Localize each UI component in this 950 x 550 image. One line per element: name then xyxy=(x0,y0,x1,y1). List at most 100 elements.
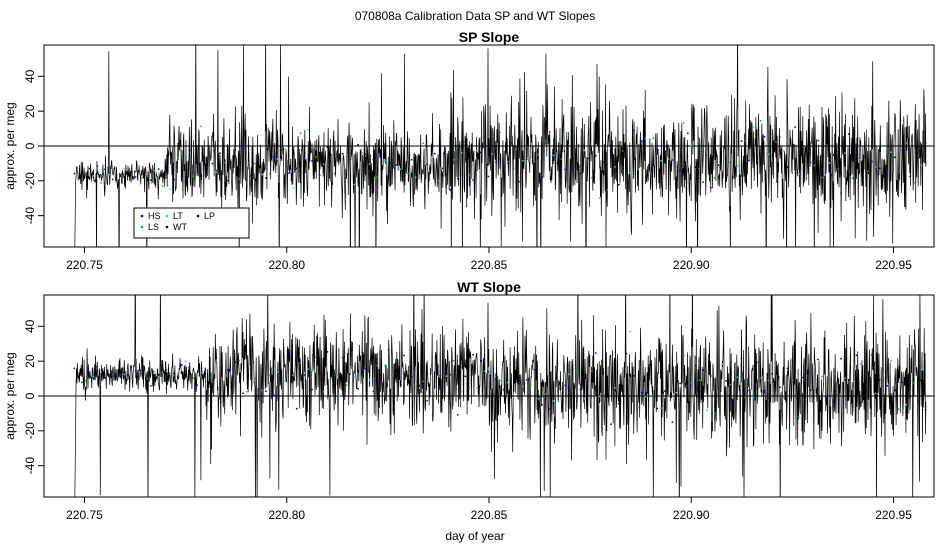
calibration-point xyxy=(552,400,555,402)
calibration-point xyxy=(633,374,635,377)
calibration-point xyxy=(169,373,172,375)
calibration-point xyxy=(909,396,911,398)
calibration-point xyxy=(617,402,620,405)
calibration-point xyxy=(476,386,478,389)
calibration-point xyxy=(805,177,808,179)
calibration-point xyxy=(813,164,816,167)
legend-marker xyxy=(196,214,200,218)
calibration-point xyxy=(495,378,497,381)
legend-marker xyxy=(165,214,169,218)
calibration-point xyxy=(568,134,570,137)
calibration-point xyxy=(196,384,198,386)
calibration-point xyxy=(123,373,126,376)
calibration-point xyxy=(874,392,877,395)
calibration-point xyxy=(395,372,398,375)
calibration-point xyxy=(234,155,237,158)
calibration-point xyxy=(303,374,306,376)
calibration-point xyxy=(748,389,750,392)
calibration-point xyxy=(499,379,501,382)
calibration-point xyxy=(890,151,892,154)
calibration-point xyxy=(364,153,367,156)
calibration-point xyxy=(755,156,758,158)
calibration-point xyxy=(107,173,110,176)
calibration-point xyxy=(683,121,685,124)
calibration-point xyxy=(272,394,275,396)
calibration-point xyxy=(364,368,367,370)
calibration-point xyxy=(345,155,348,158)
calibration-point xyxy=(924,142,927,145)
calibration-point xyxy=(759,119,762,122)
calibration-point xyxy=(299,132,302,135)
calibration-point xyxy=(602,372,605,374)
calibration-point xyxy=(433,152,436,155)
calibration-point xyxy=(564,168,566,171)
calibration-point xyxy=(184,153,187,156)
calibration-point xyxy=(242,392,244,395)
calibration-point xyxy=(150,179,152,182)
calibration-point xyxy=(249,363,252,365)
calibration-point xyxy=(479,151,482,154)
series-line-wt xyxy=(74,45,927,247)
calibration-point xyxy=(226,369,229,371)
calibration-point xyxy=(453,359,455,362)
calibration-point xyxy=(502,388,505,391)
calibration-point xyxy=(587,157,589,160)
series-line-wt xyxy=(74,295,927,497)
calibration-point xyxy=(100,182,103,184)
calibration-point xyxy=(284,148,287,151)
calibration-point xyxy=(246,390,248,393)
y-tick-label: 20 xyxy=(23,354,37,368)
calibration-point xyxy=(372,158,375,161)
calibration-point xyxy=(88,371,91,373)
calibration-point xyxy=(575,170,578,172)
calibration-point xyxy=(851,177,854,180)
calibration-point xyxy=(88,167,91,170)
calibration-point xyxy=(138,173,141,175)
calibration-point xyxy=(173,178,175,181)
calibration-point xyxy=(702,181,704,184)
calibration-point xyxy=(729,383,731,386)
calibration-point xyxy=(468,173,471,176)
calibration-point xyxy=(177,372,179,375)
calibration-point xyxy=(491,153,494,155)
calibration-point xyxy=(460,151,463,154)
calibration-point xyxy=(775,141,777,143)
calibration-point xyxy=(748,159,750,162)
calibration-point xyxy=(307,368,310,371)
calibration-point xyxy=(648,364,651,366)
calibration-point xyxy=(361,151,363,154)
calibration-point xyxy=(380,154,382,157)
calibration-point xyxy=(901,149,904,152)
calibration-point xyxy=(640,391,643,394)
calibration-point xyxy=(763,391,766,393)
calibration-point xyxy=(437,374,440,377)
calibration-point xyxy=(146,377,149,380)
calibration-point xyxy=(828,162,831,164)
calibration-point xyxy=(702,369,704,371)
calibration-point xyxy=(913,382,915,384)
calibration-point xyxy=(188,366,191,369)
calibration-point xyxy=(487,175,490,178)
calibration-point xyxy=(414,176,417,179)
calibration-point xyxy=(732,401,735,403)
calibration-point xyxy=(284,379,287,382)
calibration-point xyxy=(794,370,796,372)
figure-supertitle: 070808a Calibration Data SP and WT Slope… xyxy=(355,9,595,23)
calibration-point xyxy=(648,167,651,170)
calibration-point xyxy=(146,175,149,178)
calibration-point xyxy=(123,168,126,171)
calibration-point xyxy=(338,395,340,397)
calibration-point xyxy=(257,397,260,400)
calibration-point xyxy=(441,374,444,377)
calibration-point xyxy=(115,181,118,184)
calibration-point xyxy=(863,395,865,397)
calibration-point xyxy=(851,388,854,390)
calibration-point xyxy=(709,186,712,189)
calibration-point xyxy=(330,376,333,379)
calibration-point xyxy=(560,386,563,389)
calibration-point xyxy=(897,157,900,160)
calibration-point xyxy=(372,390,375,393)
x-axis-label: day of year xyxy=(445,529,504,543)
calibration-point xyxy=(196,166,198,169)
